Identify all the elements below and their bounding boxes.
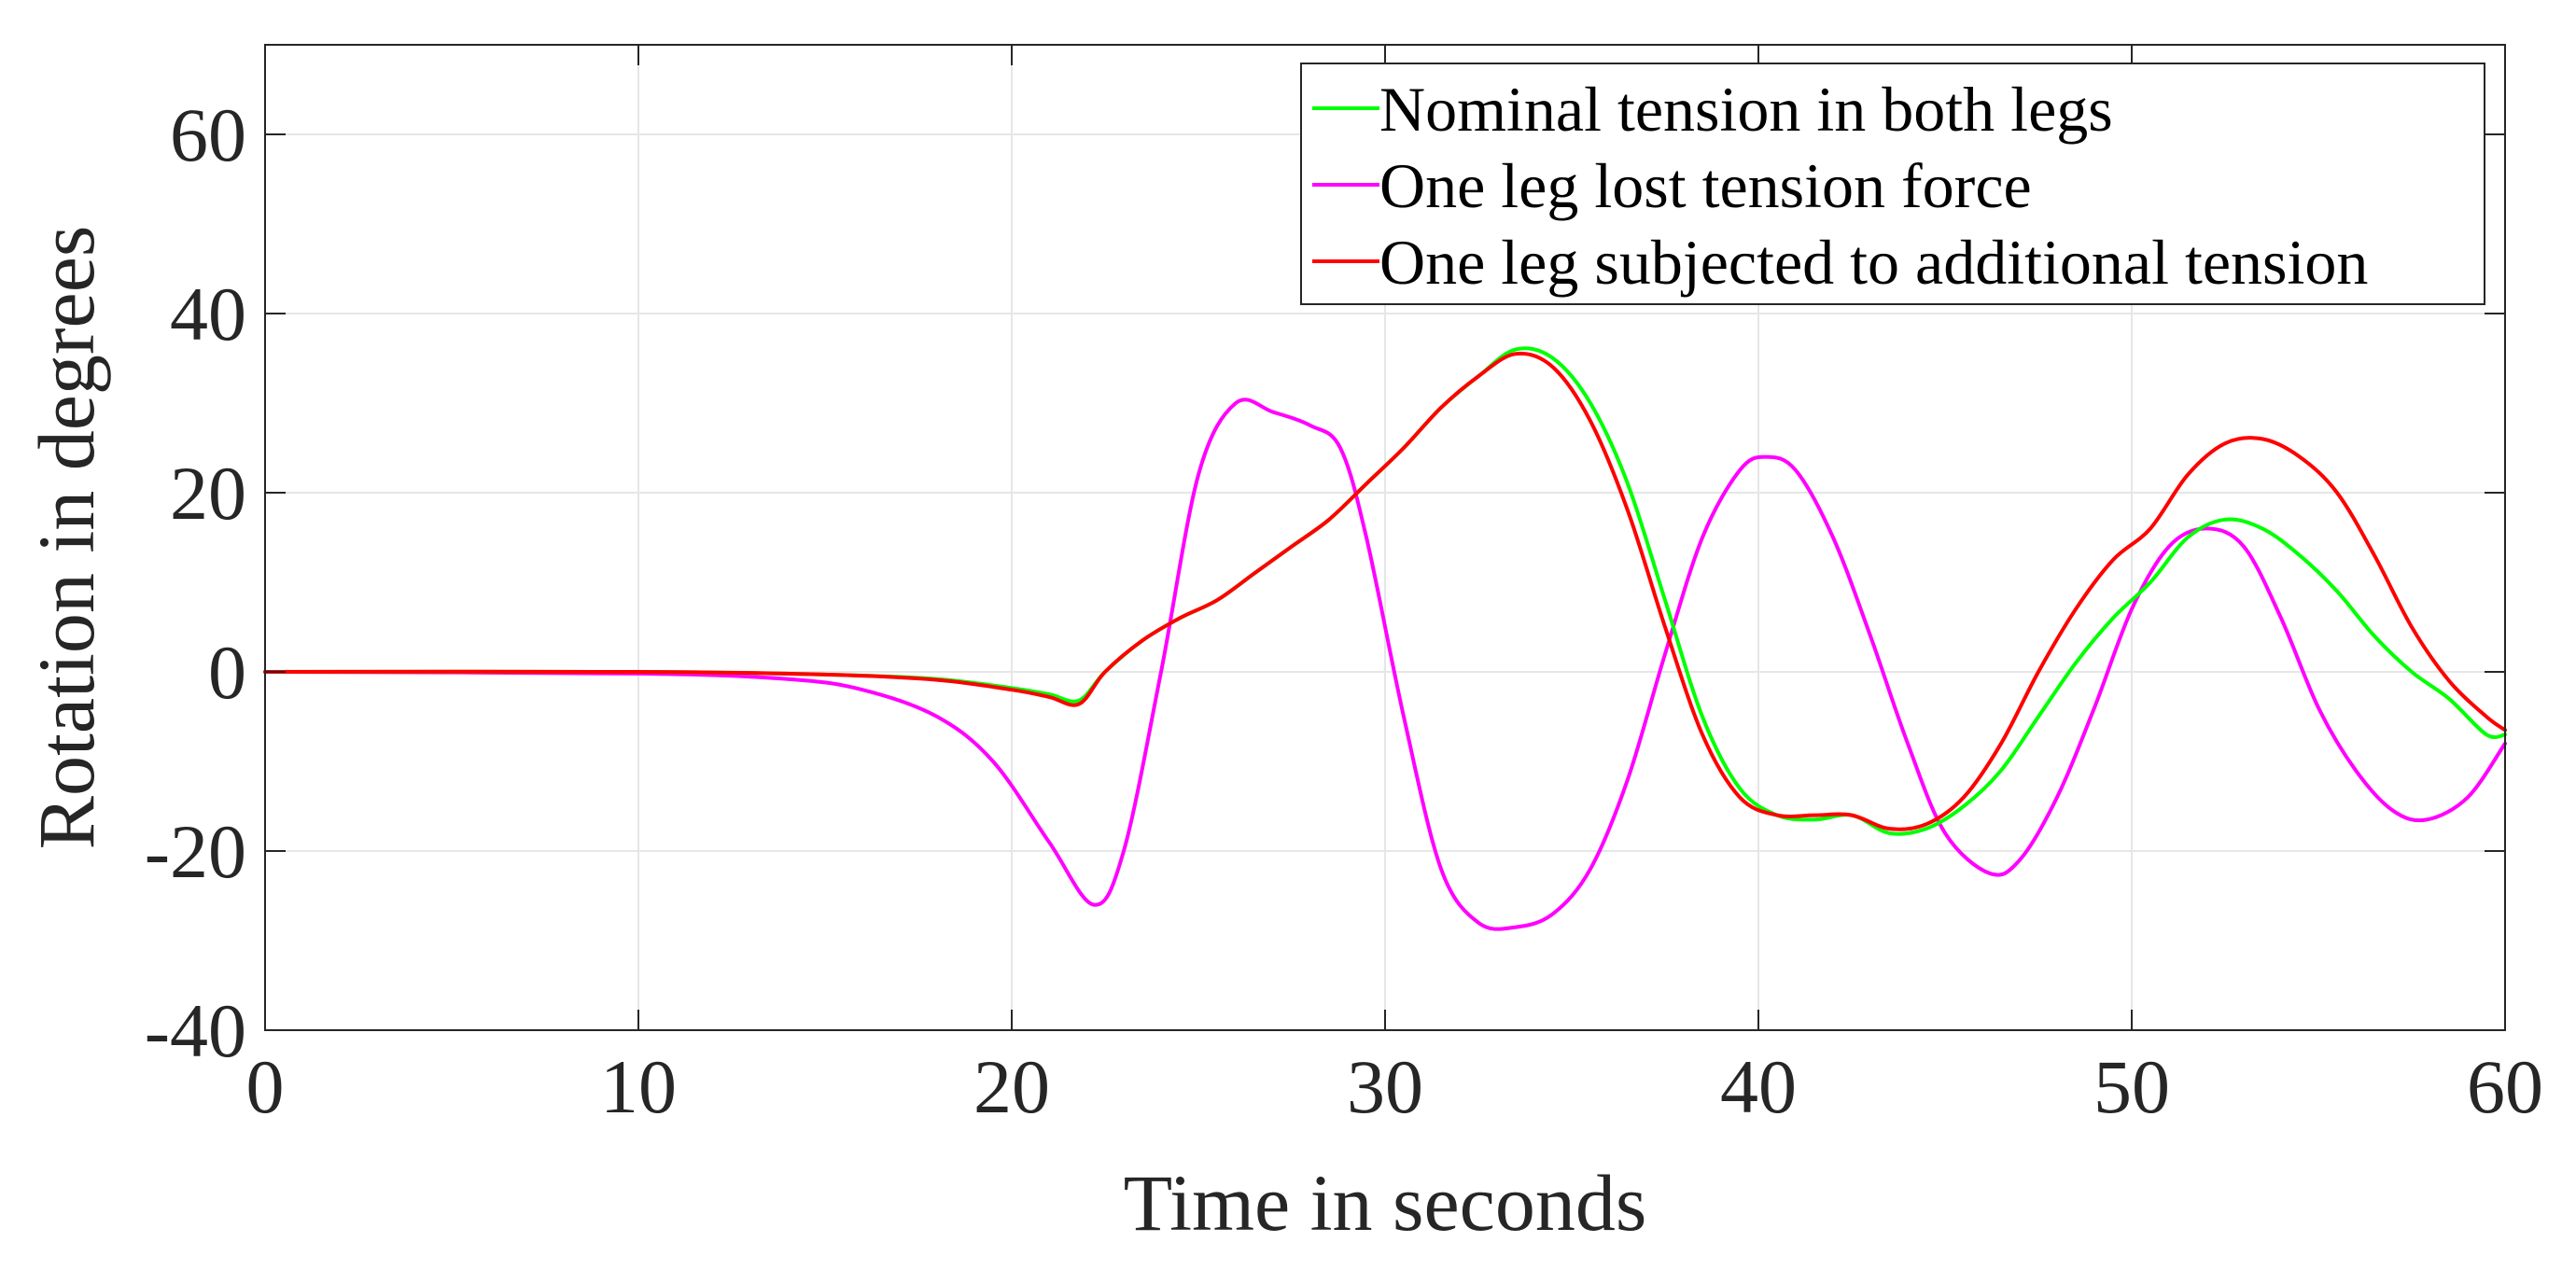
series-line-3: [263, 351, 2507, 831]
x-tick-label: 10: [600, 1044, 677, 1129]
series-line-1: [263, 346, 2507, 836]
x-tick-label: 30: [1347, 1044, 1423, 1129]
ticks: 0 10 20 30 40 50 60 -40 -20 0 20 40 60: [145, 45, 2543, 1129]
legend-label-2: One leg lost tension force: [1379, 150, 2032, 221]
x-tick-label: 50: [2093, 1044, 2170, 1129]
x-tick-label: 0: [246, 1044, 285, 1129]
legend-label-3: One leg subjected to additional tension: [1379, 227, 2368, 298]
x-tick-label: 20: [973, 1044, 1050, 1129]
x-tick-label: 40: [1720, 1044, 1797, 1129]
series-group: [263, 346, 2507, 931]
legend-label-1: Nominal tension in both legs: [1379, 74, 2113, 145]
y-tick-label: 20: [170, 451, 246, 536]
x-tick-label: 60: [2467, 1044, 2543, 1129]
y-tick-label: -20: [145, 809, 246, 894]
series-line-2: [263, 398, 2507, 931]
y-tick-label: 40: [170, 272, 246, 356]
y-tick-label: 0: [208, 630, 246, 715]
legend-box: [1300, 63, 2485, 305]
y-tick-label: -40: [145, 988, 246, 1073]
x-axis-label: Time in seconds: [1124, 1158, 1647, 1248]
y-axis-label: Rotation in degrees: [21, 226, 111, 850]
y-tick-label: 60: [170, 92, 246, 177]
